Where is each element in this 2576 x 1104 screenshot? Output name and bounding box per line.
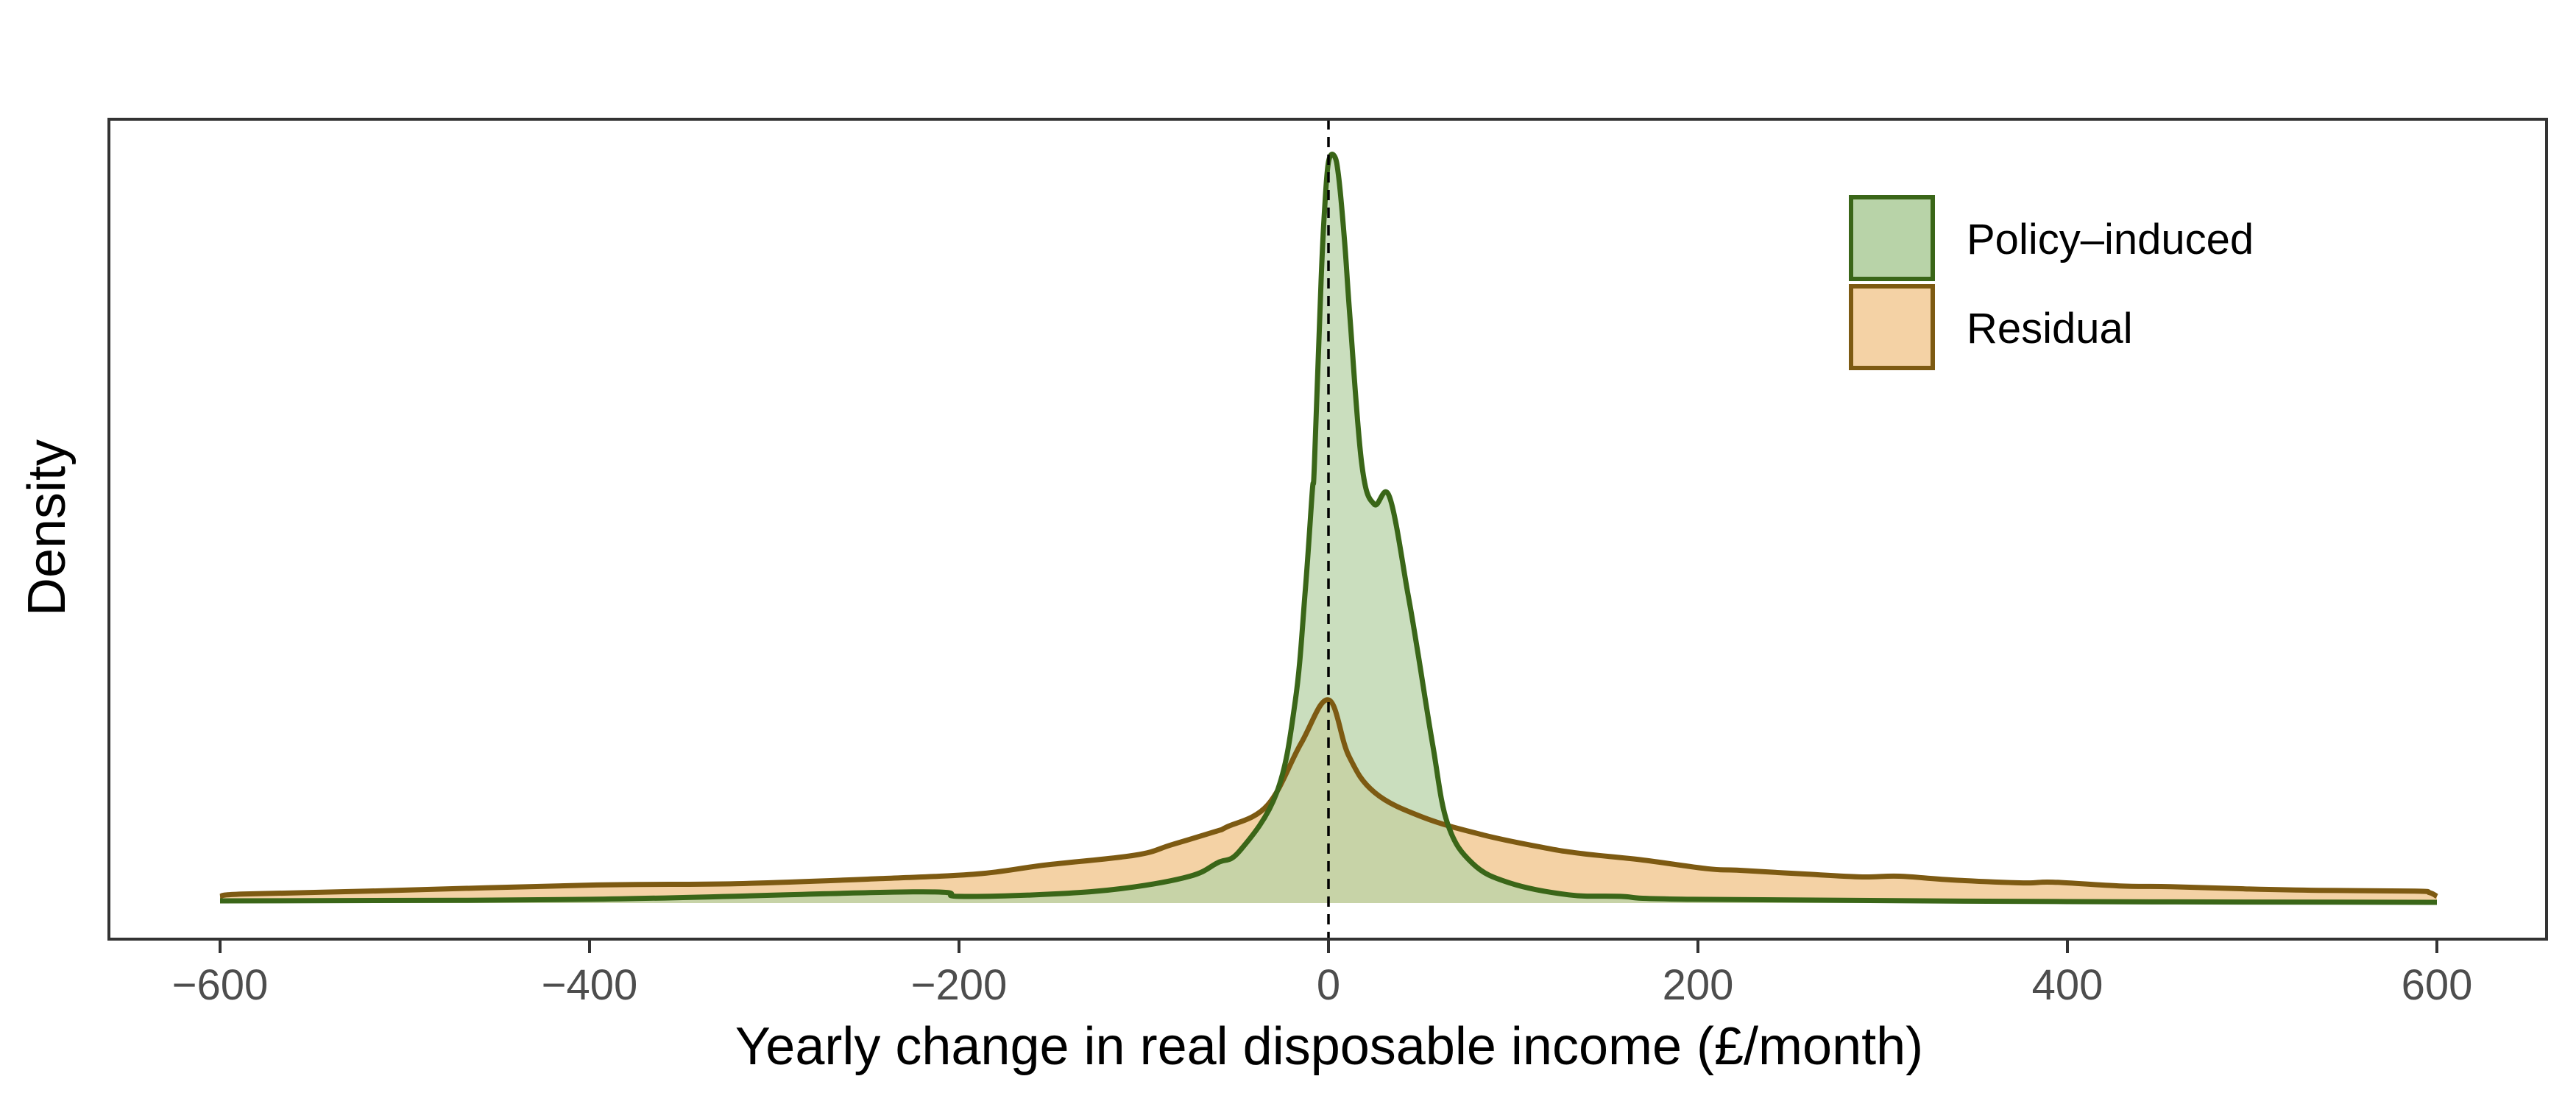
y-axis-title: Density (18, 439, 77, 616)
curve-residual (219, 697, 2438, 899)
x-tick-label: 0 (1317, 961, 1340, 1009)
legend-label-policy-induced: Policy–induced (1967, 216, 2254, 263)
legend: Policy–induced Residual (1849, 195, 2254, 370)
x-tick-label: −200 (911, 961, 1008, 1009)
legend-key-residual (1849, 284, 1935, 370)
x-tick-label: 400 (2032, 961, 2103, 1009)
legend-label-residual: Residual (1967, 305, 2133, 353)
x-tick-label: −600 (172, 961, 269, 1009)
legend-key-policy-induced (1849, 195, 1935, 281)
x-axis: −600 −400 −200 0 200 400 600 (172, 939, 2473, 1009)
x-tick-label: −400 (542, 961, 638, 1009)
x-tick-label: 200 (1663, 961, 1734, 1009)
x-axis-title: Yearly change in real disposable income … (735, 1017, 1923, 1076)
curve-policy-induced (219, 152, 2438, 905)
x-tick-label: 600 (2402, 961, 2473, 1009)
